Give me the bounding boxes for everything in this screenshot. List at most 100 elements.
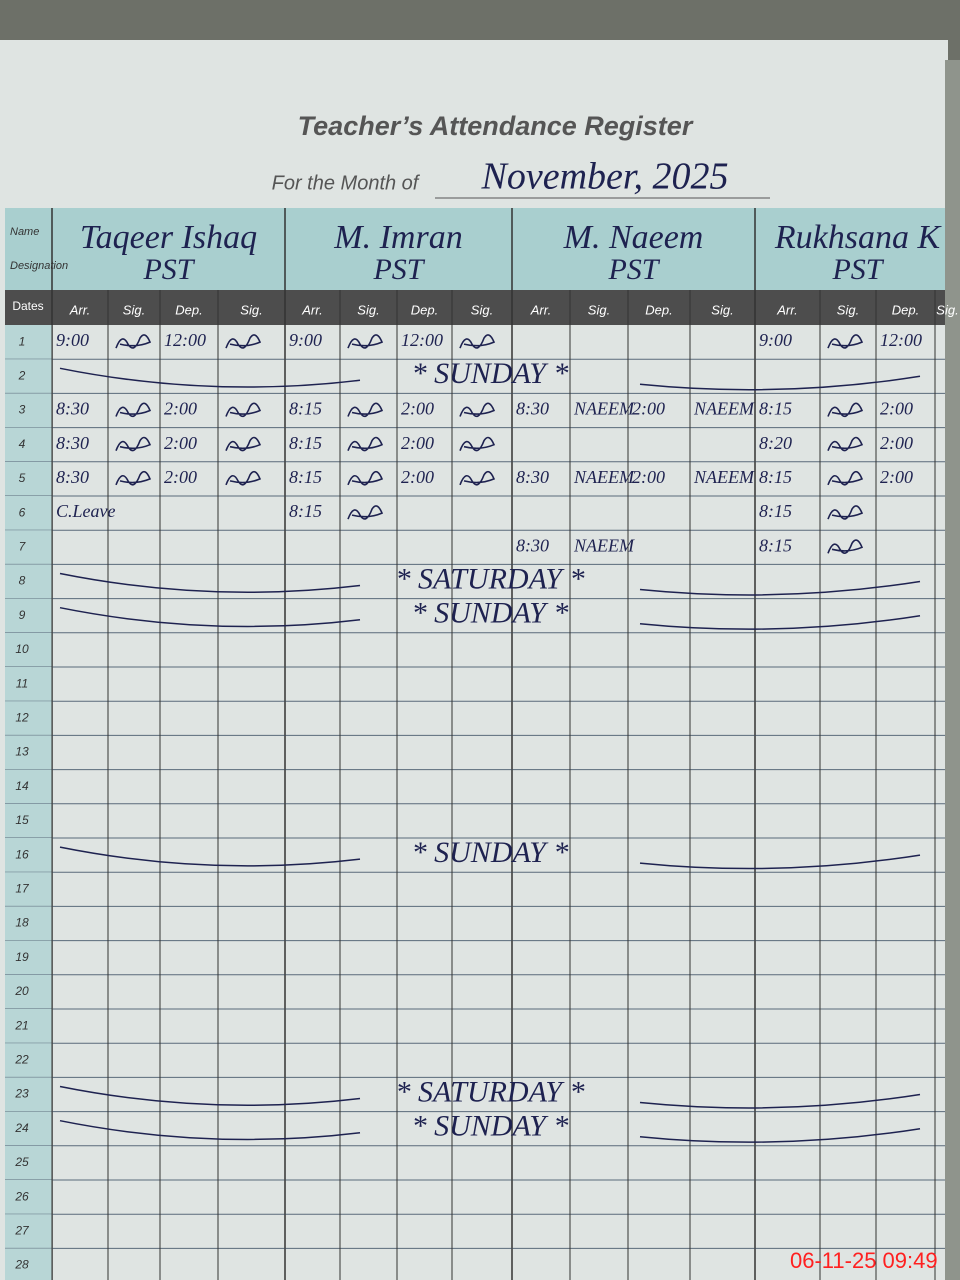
- entry: 2:00: [164, 433, 197, 453]
- signature: [347, 505, 384, 520]
- date: 3: [19, 403, 26, 417]
- signature: [827, 334, 864, 349]
- date-cell: [5, 838, 52, 873]
- column-header: Sig.: [936, 302, 958, 317]
- column-header: Dep.: [411, 302, 438, 317]
- date: 1: [19, 334, 26, 348]
- date-cell: [5, 1077, 52, 1112]
- date-cell: [5, 427, 52, 462]
- entry: 8:15: [759, 467, 792, 487]
- month: November, 2025: [481, 156, 729, 198]
- date-cell: [5, 1145, 52, 1180]
- signature: [115, 470, 152, 486]
- teacher-designation: PST: [372, 253, 425, 286]
- date-cell: [5, 461, 52, 496]
- date: 27: [14, 1223, 30, 1237]
- date-cell: [5, 906, 52, 941]
- entry: 9:00: [759, 330, 792, 350]
- signature: [827, 539, 864, 554]
- date: 14: [15, 779, 29, 793]
- date: 15: [15, 813, 29, 827]
- date-cell: [5, 393, 52, 428]
- column-header: Sig.: [123, 302, 145, 317]
- signature: [225, 470, 262, 486]
- date: 6: [19, 505, 26, 519]
- date: 5: [19, 471, 26, 485]
- entry: 8:30: [516, 467, 549, 487]
- date: 28: [14, 1258, 29, 1272]
- date: 26: [14, 1189, 29, 1203]
- teacher-designation: PST: [831, 253, 884, 286]
- date-cell: [5, 496, 52, 531]
- column-header: Sig.: [471, 302, 493, 317]
- entry: 12:00: [164, 330, 206, 350]
- entry: 9:00: [289, 330, 322, 350]
- entry: 2:00: [632, 399, 665, 419]
- signature: [459, 436, 496, 452]
- date-cell: [5, 940, 52, 975]
- signature: [347, 470, 384, 486]
- date: 25: [14, 1155, 29, 1169]
- date-cell: [5, 1043, 52, 1078]
- date: 12: [15, 710, 29, 724]
- entry: 8:30: [516, 399, 549, 419]
- signature: [459, 334, 496, 349]
- timestamp: 06-11-25 09:49: [790, 1248, 938, 1273]
- column-header: Sig.: [240, 302, 262, 317]
- wavy-line: [59, 572, 921, 596]
- entry: 2:00: [880, 467, 913, 487]
- note: * SATURDAY *: [396, 562, 585, 595]
- entry: 8:15: [759, 399, 792, 419]
- entry: 8:30: [56, 399, 89, 419]
- teacher-designation: PST: [142, 253, 195, 286]
- date-cell: [5, 325, 52, 360]
- column-header: Arr.: [301, 302, 322, 317]
- entry: 2:00: [632, 467, 665, 487]
- teacher-name: Taqeer Ishaq: [80, 219, 257, 256]
- column-header: Sig.: [588, 302, 610, 317]
- wavy-line: [59, 606, 921, 630]
- dates-label: Dates: [12, 299, 43, 313]
- entry: NAEEM: [573, 535, 635, 555]
- signature: [459, 470, 496, 486]
- date: 23: [14, 1087, 29, 1101]
- entry: 8:15: [759, 501, 792, 521]
- date: 7: [19, 539, 27, 553]
- signature: [115, 402, 152, 418]
- column-header: Sig.: [357, 302, 379, 317]
- column-header: Dep.: [175, 302, 202, 317]
- date: 21: [14, 1018, 28, 1032]
- entry: 2:00: [164, 399, 197, 419]
- title: Teacher’s Attendance Register: [298, 111, 694, 141]
- date-cell: [5, 598, 52, 633]
- note: * SUNDAY *: [412, 357, 569, 390]
- date-cell: [5, 530, 52, 565]
- column-header: Arr.: [776, 302, 797, 317]
- wavy-line: [59, 846, 921, 870]
- note: * SUNDAY *: [412, 1110, 569, 1143]
- entry: 2:00: [401, 467, 434, 487]
- date: 16: [15, 847, 29, 861]
- date-cell: [5, 632, 52, 667]
- date: 24: [14, 1121, 29, 1135]
- entry: 8:20: [759, 433, 792, 453]
- entry: 2:00: [401, 433, 434, 453]
- name-band: [5, 208, 945, 290]
- date-cell: [5, 1111, 52, 1146]
- date: 19: [15, 950, 29, 964]
- date-cell: [5, 359, 52, 394]
- column-header: Sig.: [711, 302, 733, 317]
- date: 22: [14, 1052, 29, 1066]
- entry: 12:00: [401, 330, 443, 350]
- signature: [827, 470, 864, 486]
- signature: [115, 436, 152, 452]
- date: 8: [19, 574, 26, 588]
- entry: NAEEM: [573, 399, 635, 419]
- column-header: Sig.: [837, 302, 859, 317]
- entry: 8:15: [759, 535, 792, 555]
- date: 4: [19, 437, 26, 451]
- date-cell: [5, 1214, 52, 1249]
- signature: [827, 436, 864, 452]
